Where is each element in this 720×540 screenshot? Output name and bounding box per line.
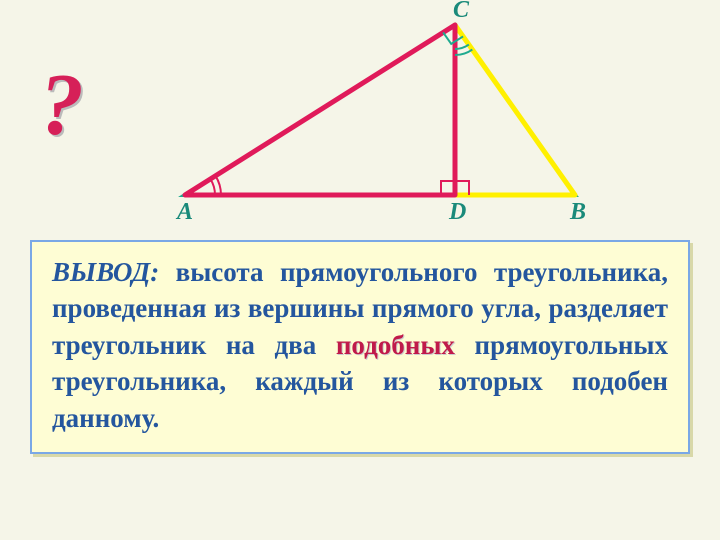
angle-arc-c2: [455, 50, 472, 55]
vertex-label-c: C: [453, 0, 469, 24]
vertex-label-a: A: [177, 199, 193, 226]
vertex-label-d: D: [449, 199, 466, 226]
conclusion-box: ВЫВОД: высота прямоугольного треугольник…: [30, 240, 690, 454]
triangle-diagram: A B C D: [145, 10, 605, 230]
triangle-acd: [185, 25, 455, 195]
conclusion-label: ВЫВОД:: [52, 257, 159, 287]
vertex-label-b: B: [570, 199, 586, 226]
diagram-svg: [145, 10, 605, 230]
angle-arc-a2: [215, 176, 221, 195]
conclusion-similar-word: подобных: [336, 330, 455, 360]
question-mark: ?: [40, 55, 84, 156]
triangle-cdb: [455, 25, 575, 195]
